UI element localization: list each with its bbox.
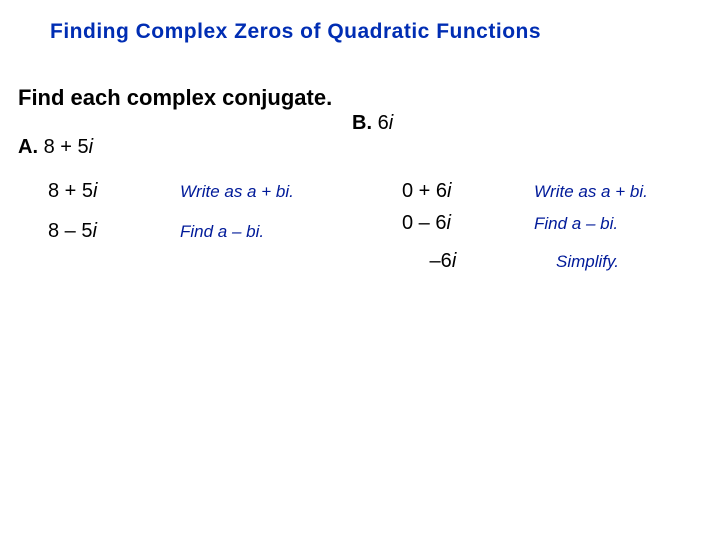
expr-main: 8 + 5 <box>48 180 93 202</box>
part-a-label: A. 8 + 5i <box>18 136 93 159</box>
part-b-row-3: –6i Simplify. <box>424 250 619 273</box>
expr-text: 8 + 5i <box>48 180 140 203</box>
part-b-expr: 6 <box>378 112 389 134</box>
expr-main: 8 – 5 <box>48 220 92 242</box>
slide-prompt: Find each complex conjugate. <box>18 85 332 111</box>
explain-text: Write as a + bi. <box>180 182 294 202</box>
expr-i: i <box>93 180 97 202</box>
expr-text: 0 + 6i <box>402 180 494 203</box>
part-b-row-1: 0 + 6i Write as a + bi. <box>402 180 648 203</box>
expr-text: 8 – 5i <box>48 220 140 243</box>
expr-i: i <box>446 212 450 234</box>
expr-text: –6i <box>424 250 516 273</box>
expr-i: i <box>452 250 456 272</box>
slide-page: Finding Complex Zeros of Quadratic Funct… <box>0 0 720 540</box>
explain-text: Simplify. <box>556 252 619 272</box>
explain-text: Find a – bi. <box>534 214 618 234</box>
part-a-i: i <box>89 136 93 158</box>
part-b-i: i <box>389 112 393 134</box>
explain-text: Find a – bi. <box>180 222 264 242</box>
part-a-row-2: 8 – 5i Find a – bi. <box>48 220 264 243</box>
part-b-letter: B. <box>352 112 372 134</box>
part-b-row-2: 0 – 6i Find a – bi. <box>402 212 618 235</box>
part-a-letter: A. <box>18 136 38 158</box>
part-a-expr: 8 + 5 <box>44 136 89 158</box>
expr-main: 0 – 6 <box>402 212 446 234</box>
expr-main: –6 <box>424 250 452 272</box>
expr-text: 0 – 6i <box>402 212 494 235</box>
expr-i: i <box>92 220 96 242</box>
explain-text: Write as a + bi. <box>534 182 648 202</box>
slide-title: Finding Complex Zeros of Quadratic Funct… <box>50 20 690 44</box>
expr-i: i <box>447 180 451 202</box>
expr-main: 0 + 6 <box>402 180 447 202</box>
part-a-row-1: 8 + 5i Write as a + bi. <box>48 180 294 203</box>
part-b-label: B. 6i <box>352 112 393 135</box>
